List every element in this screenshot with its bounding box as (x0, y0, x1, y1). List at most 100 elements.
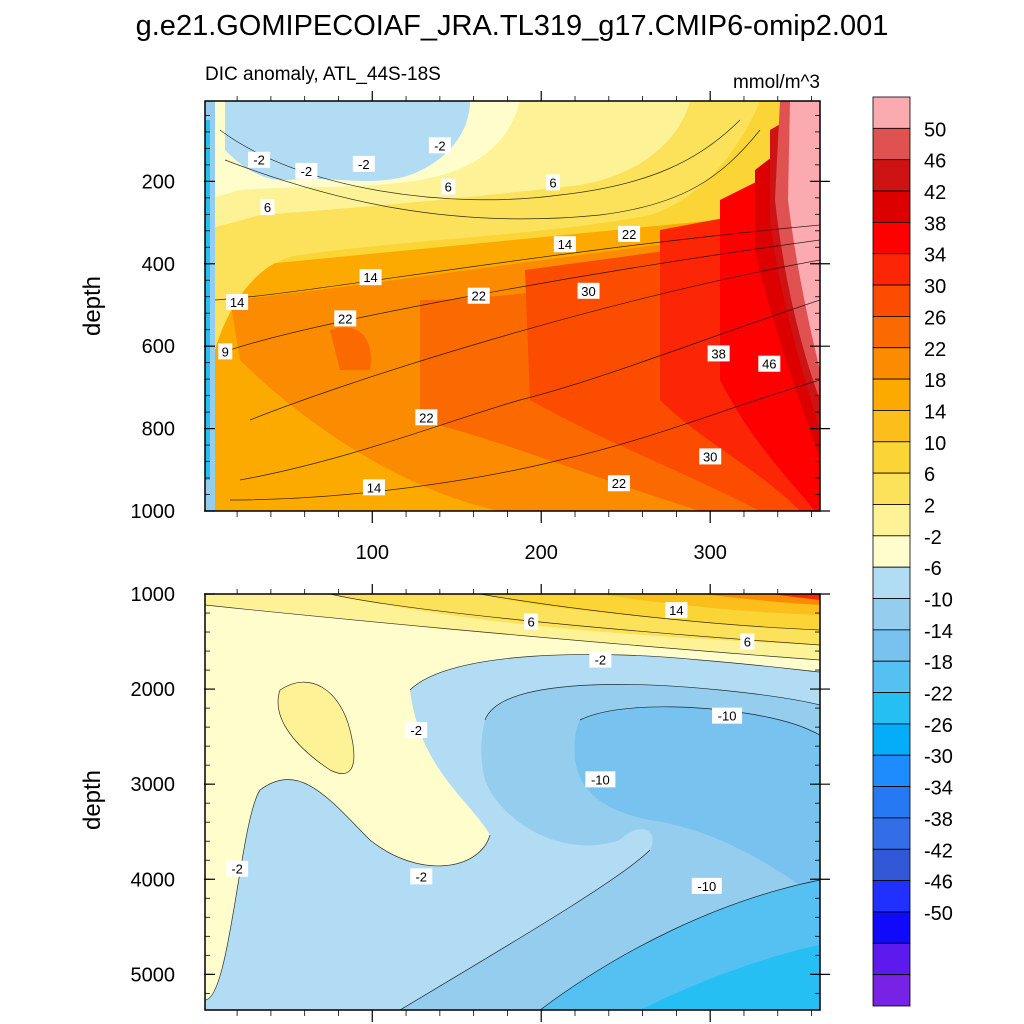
upper-contour-label-box (295, 162, 318, 179)
upper-contour-label-box (441, 178, 456, 195)
upper-contour-label-box (362, 479, 385, 496)
colorbar-label: -18 (924, 652, 953, 674)
lower-contour-label: -10 (712, 707, 743, 724)
colorbar-label: 10 (924, 433, 946, 455)
colorbar-swatch (872, 692, 911, 725)
lower-contour-label-text: 14 (669, 603, 683, 618)
colorbar-label: 34 (924, 245, 946, 267)
colorbar-label: -26 (924, 715, 953, 737)
upper-y-tick-label: 600 (142, 336, 175, 358)
lower-contour-label-box (585, 771, 616, 788)
upper-y-tick-label: 800 (142, 419, 175, 441)
upper-contour-label: 38 (707, 345, 730, 362)
lower-contour-label: -2 (410, 868, 433, 885)
colorbar-label: 26 (924, 307, 946, 329)
upper-contour-label-box (546, 174, 561, 191)
upper-contour-label-text: 30 (581, 284, 595, 299)
lower-contour-label-text: -2 (595, 653, 607, 668)
lower-contour-label-box (665, 602, 688, 619)
upper-contour-label-box (226, 293, 249, 310)
upper-contour-label-text: 14 (558, 237, 572, 252)
upper-contour-label-box (352, 155, 375, 172)
upper-contour-label-box (758, 355, 781, 372)
lower-y-tick-label: 3000 (131, 774, 176, 796)
colorbar: 50 46 42 38 34 30 26 22 18 14 10 6 2 -2 -6 -10 -14 -18 -22… (872, 96, 953, 1007)
upper-x-tick-label: 200 (525, 542, 558, 564)
colorbar-label: 22 (924, 339, 946, 361)
colorbar-swatch (872, 253, 911, 286)
units-label: mmol/m^3 (733, 72, 820, 93)
colorbar-swatch (872, 96, 911, 129)
lower-y-tick-label: 4000 (131, 869, 176, 891)
upper-y-axis-title: depth (79, 276, 106, 336)
upper-contour-label-box (707, 345, 730, 362)
lower-contour-label: -10 (691, 877, 722, 894)
upper-contour-label: 14 (362, 479, 385, 496)
colorbar-label: 14 (924, 401, 946, 423)
upper-contour-label-text: -2 (301, 164, 313, 179)
colorbar-label: -22 (924, 684, 953, 706)
upper-contour-label-box (618, 225, 641, 242)
lower-contour-label-box (589, 651, 612, 668)
lower-contour-label-text: -2 (231, 862, 243, 877)
colorbar-swatch (872, 660, 911, 693)
upper-contour-label: -2 (295, 162, 318, 179)
lower-contour-label-text: -10 (697, 879, 716, 894)
colorbar-swatch (872, 190, 911, 223)
upper-contour-label-text: 14 (363, 270, 377, 285)
colorbar-swatch (872, 504, 911, 537)
colorbar-label: 38 (924, 213, 946, 235)
upper-contour-label-text: -2 (358, 157, 370, 172)
figure-title: g.e21.GOMIPECOIAF_JRA.TL319_g17.CMIP6-om… (136, 10, 889, 42)
colorbar-swatch (872, 159, 911, 192)
upper-axis-ticks: 200 400 600 800 1000 100 200 300 (131, 91, 830, 564)
lower-contour-labels: 6 14 6 -2 -10 -2 -10 -2 -2 -10 (226, 602, 755, 894)
colorbar-swatch (872, 848, 911, 882)
upper-contour-label: 46 (758, 355, 781, 372)
upper-x-tick-label: 300 (693, 542, 726, 564)
colorbar-swatch (872, 347, 911, 380)
colorbar-label: -2 (924, 527, 942, 549)
colorbar-swatch (872, 316, 911, 349)
colorbar-swatch (872, 535, 911, 568)
colorbar-swatch (872, 127, 911, 161)
upper-contour-label: 6 (546, 174, 561, 191)
upper-contour-label: -2 (428, 137, 451, 154)
colorbar-swatch (872, 472, 911, 505)
upper-contour-label-text: 9 (222, 344, 229, 359)
lower-contour-label: 6 (740, 633, 755, 650)
colorbar-swatch (872, 974, 911, 1007)
upper-contour-label-text: 6 (445, 180, 452, 195)
upper-contour-label-text: 22 (338, 311, 352, 326)
colorbar-label: 6 (924, 464, 935, 486)
lower-contour-label: 14 (665, 602, 688, 619)
upper-y-tick-label: 1000 (131, 501, 176, 523)
upper-contour-label: -2 (248, 151, 271, 168)
upper-contour-label: 6 (260, 199, 275, 216)
colorbar-label: -10 (924, 590, 953, 612)
lower-contour-label-text: -10 (718, 709, 737, 724)
colorbar-swatch (872, 942, 911, 976)
upper-contour-label-text: 38 (711, 346, 725, 361)
upper-contour-label-box (248, 151, 271, 168)
lower-y-axis-title: depth (79, 770, 106, 830)
upper-contour-label-text: 22 (622, 227, 636, 242)
colorbar-label: -42 (924, 840, 953, 862)
lower-contour-field (205, 594, 820, 1010)
upper-contour-label: 22 (607, 475, 630, 492)
lower-contour-label-text: -2 (410, 723, 422, 738)
colorbar-swatch (872, 817, 911, 850)
lower-contour-label-text: 6 (744, 634, 751, 649)
upper-contour-label: 14 (553, 236, 576, 253)
colorbar-swatch (872, 880, 911, 913)
lower-contour-label-text: -10 (591, 772, 610, 787)
colorbar-label: -30 (924, 746, 953, 768)
colorbar-label: 30 (924, 276, 946, 298)
lower-contour-label-text: 6 (527, 615, 534, 630)
upper-contour-label-text: 6 (549, 175, 556, 190)
colorbar-label: 42 (924, 182, 946, 204)
colorbar-swatch (872, 598, 911, 631)
colorbar-label: -46 (924, 872, 953, 894)
upper-contour-label-box (334, 310, 357, 327)
